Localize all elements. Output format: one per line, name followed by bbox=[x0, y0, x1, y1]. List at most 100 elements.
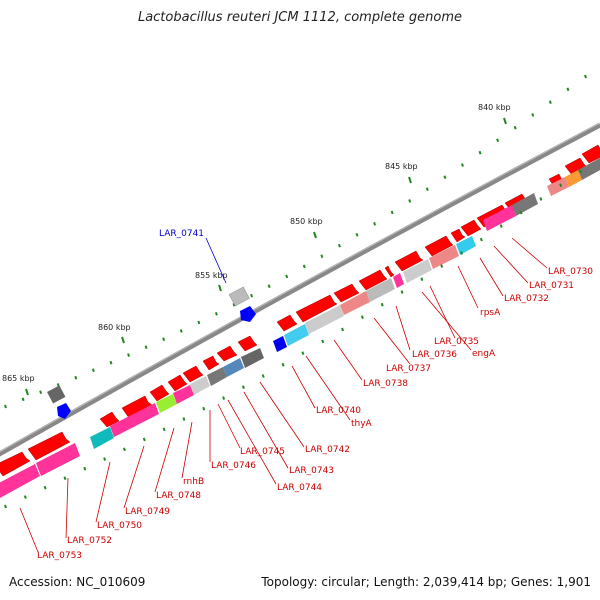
inner-tick bbox=[142, 437, 146, 442]
category-box bbox=[547, 177, 569, 196]
gene-label[interactable]: LAR_0735 bbox=[434, 337, 479, 347]
ruler-minor-tick bbox=[566, 87, 570, 92]
category-box bbox=[305, 305, 344, 334]
gene-label[interactable]: LAR_0732 bbox=[504, 294, 549, 304]
cds-arrow bbox=[333, 283, 360, 303]
ruler-minor-tick bbox=[179, 329, 183, 333]
ruler-label-865: 865 kbp bbox=[2, 374, 35, 383]
ruler-minor-tick bbox=[144, 345, 148, 350]
cds-arrow bbox=[450, 228, 466, 243]
cds-arrow bbox=[384, 265, 395, 278]
outer-blue-arrow bbox=[240, 306, 256, 322]
inner-tick bbox=[83, 466, 87, 471]
outer-features bbox=[47, 286, 256, 419]
inner-tick bbox=[103, 457, 107, 461]
inner-tick bbox=[4, 504, 7, 509]
ruler-minor-tick bbox=[39, 390, 43, 394]
category-box bbox=[273, 336, 287, 352]
inner-tick bbox=[202, 406, 206, 411]
inner-tick bbox=[499, 224, 503, 228]
inner-tick bbox=[182, 417, 186, 421]
inner-tick bbox=[460, 251, 463, 255]
ruler-minor-tick bbox=[531, 113, 535, 117]
map-title: Lactobacillus reuteri JCM 1112, complete… bbox=[137, 10, 463, 25]
category-box bbox=[156, 394, 177, 413]
ruler-minor-tick bbox=[21, 397, 25, 402]
inner-tick bbox=[341, 327, 345, 332]
category-box bbox=[340, 291, 370, 315]
gene-label[interactable]: LAR_0731 bbox=[529, 281, 574, 291]
gene-label[interactable]: LAR_0744 bbox=[277, 483, 322, 493]
ruler-minor-tick bbox=[74, 375, 78, 380]
inner-tick bbox=[281, 362, 285, 367]
gene-label[interactable]: LAR_0748 bbox=[156, 491, 201, 501]
inner-tick bbox=[479, 237, 483, 242]
gene-label[interactable]: LAR_0736 bbox=[412, 350, 457, 360]
gene-label[interactable]: LAR_0749 bbox=[125, 507, 170, 517]
inner-tick bbox=[162, 427, 166, 432]
ruler-minor-tick bbox=[443, 175, 447, 180]
gene-label[interactable]: rnhB bbox=[183, 477, 204, 487]
cds-arrow bbox=[424, 235, 454, 257]
gene-label[interactable]: LAR_0746 bbox=[211, 461, 256, 471]
function-category-track bbox=[0, 158, 600, 498]
inner-tick bbox=[360, 315, 364, 319]
gene-label[interactable]: engA bbox=[472, 349, 496, 359]
gene-label-plus[interactable]: LAR_0741 bbox=[159, 229, 204, 239]
inner-tick bbox=[241, 385, 245, 389]
gene-label[interactable]: LAR_0730 bbox=[548, 267, 593, 277]
cds-arrow bbox=[202, 355, 220, 371]
inner-tick bbox=[380, 302, 384, 307]
ruler-label-840: 840 kbp bbox=[478, 103, 511, 112]
genome-summary-text: Topology: circular; Length: 2,039,414 bp… bbox=[261, 575, 591, 589]
gene-label[interactable]: LAR_0753 bbox=[37, 551, 82, 561]
gene-label[interactable]: LAR_0752 bbox=[67, 536, 112, 546]
cds-arrow bbox=[564, 157, 588, 176]
cds-arrow bbox=[99, 411, 120, 428]
ruler-major-ticks bbox=[25, 117, 507, 396]
gene-label[interactable]: LAR_0745 bbox=[240, 447, 285, 457]
inner-tick bbox=[123, 447, 126, 452]
inner-tick bbox=[440, 264, 444, 268]
ruler-minor-tick bbox=[478, 150, 482, 155]
category-box bbox=[110, 403, 159, 437]
inner-tick bbox=[43, 485, 47, 490]
gene-label[interactable]: rpsA bbox=[480, 308, 501, 318]
ruler-minor-tick bbox=[302, 264, 306, 269]
category-box bbox=[578, 158, 600, 180]
ruler-minor-tick bbox=[267, 284, 271, 289]
gene-label[interactable]: LAR_0743 bbox=[289, 466, 334, 476]
cds-arrow bbox=[358, 269, 388, 291]
ruler-minor-tick bbox=[548, 100, 552, 104]
ruler-minor-tick bbox=[4, 404, 7, 409]
gene-label[interactable]: LAR_0742 bbox=[305, 445, 350, 455]
ruler-minor-tick bbox=[109, 360, 113, 365]
gene-label[interactable]: LAR_0750 bbox=[97, 521, 142, 531]
category-box bbox=[241, 348, 264, 368]
category-box bbox=[284, 324, 309, 346]
cds-arrow bbox=[460, 219, 482, 237]
cds-arrow bbox=[182, 365, 204, 383]
gene-label[interactable]: LAR_0738 bbox=[363, 379, 408, 389]
gene-label[interactable]: thyA bbox=[351, 419, 373, 429]
ruler-minor-tick bbox=[408, 199, 412, 203]
ruler-minor-tick bbox=[320, 254, 324, 259]
gene-label[interactable]: LAR_0740 bbox=[316, 406, 361, 416]
category-box bbox=[173, 385, 194, 404]
category-box bbox=[190, 376, 210, 395]
label-leaders bbox=[19, 237, 548, 553]
cds-arrow bbox=[216, 345, 238, 362]
inner-tick bbox=[261, 374, 265, 378]
gene-label[interactable]: LAR_0737 bbox=[386, 364, 431, 374]
ruler-label-845: 845 kbp bbox=[385, 162, 418, 171]
category-box bbox=[90, 427, 114, 449]
ruler-minor-tick bbox=[197, 320, 201, 325]
inner-tick bbox=[519, 210, 523, 215]
inner-tick bbox=[321, 339, 325, 344]
inner-ticks bbox=[4, 169, 582, 509]
cds-arrow bbox=[394, 250, 424, 272]
inner-tick bbox=[63, 476, 67, 481]
ruler-minor-tick bbox=[513, 125, 517, 130]
inner-tick bbox=[400, 290, 404, 294]
